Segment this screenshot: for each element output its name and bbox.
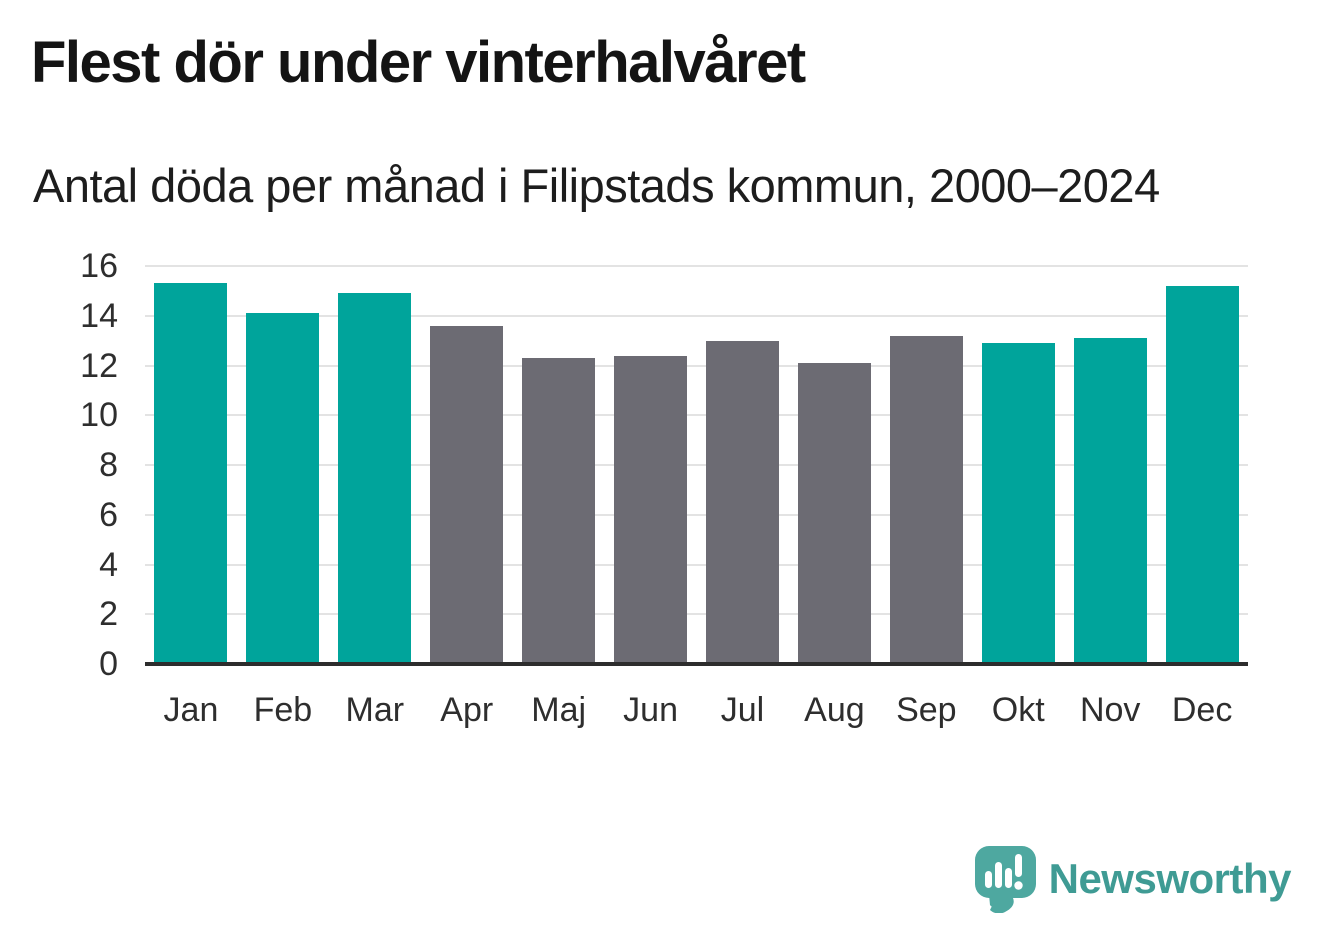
y-tick-label-10: 10 xyxy=(80,396,118,435)
x-tick-label-maj: Maj xyxy=(531,691,587,729)
brand-wordmark: Newsworthy xyxy=(1048,855,1292,902)
y-tick-label-2: 2 xyxy=(99,595,118,634)
bar-jan xyxy=(154,283,228,664)
bars-row xyxy=(145,266,1248,664)
x-tick-label-jul: Jul xyxy=(720,691,765,729)
y-tick-label-0: 0 xyxy=(99,645,118,683)
x-tick-label-sep: Sep xyxy=(896,691,957,729)
y-tick-label-6: 6 xyxy=(99,495,118,534)
bar-okt xyxy=(981,343,1055,664)
bar-slot-okt xyxy=(972,266,1064,664)
y-tick-label-4: 4 xyxy=(99,545,118,584)
bar-slot-maj xyxy=(513,266,605,664)
bar-slot-feb xyxy=(237,266,329,664)
bar-slot-dec xyxy=(1156,266,1248,664)
x-tick-label-dec: Dec xyxy=(1171,691,1233,729)
y-tick-label-12: 12 xyxy=(80,346,118,385)
newsworthy-speech-bubble-icon xyxy=(974,846,1036,913)
bar-apr xyxy=(430,325,504,664)
bar-slot-jul xyxy=(697,266,789,664)
x-tick-label-apr: Apr xyxy=(440,691,494,729)
bar-chart-plot-area xyxy=(145,265,1248,666)
gridline-y-10 xyxy=(145,414,1248,417)
bar-jun xyxy=(614,355,688,664)
x-tick-label-jan: Jan xyxy=(163,691,219,729)
bar-feb xyxy=(246,313,320,664)
gridline-y-6 xyxy=(145,513,1248,516)
y-tick-label-16: 16 xyxy=(80,247,118,285)
y-tick-label-8: 8 xyxy=(99,446,118,484)
bar-slot-sep xyxy=(880,266,972,664)
bar-mar xyxy=(338,293,412,664)
bar-sep xyxy=(889,335,963,664)
bar-slot-aug xyxy=(788,266,880,664)
gridline-y-2 xyxy=(145,613,1248,616)
bar-nov xyxy=(1073,338,1147,664)
x-tick-label-aug: Aug xyxy=(804,691,865,729)
x-tick-label-jun: Jun xyxy=(623,691,678,729)
bar-jul xyxy=(705,340,779,664)
bar-maj xyxy=(522,358,596,664)
newsworthy-logo: Newsworthy xyxy=(974,845,1292,913)
bar-slot-jan xyxy=(145,266,237,664)
x-axis-baseline xyxy=(145,662,1248,666)
x-tick-label-okt: Okt xyxy=(991,691,1045,729)
bar-slot-jun xyxy=(605,266,697,664)
gridline-y-14 xyxy=(145,314,1248,317)
gridline-y-16 xyxy=(145,265,1248,267)
gridline-y-8 xyxy=(145,464,1248,466)
bar-aug xyxy=(797,363,871,664)
chart-subtitle: Antal döda per månad i Filipstads kommun… xyxy=(33,159,1160,212)
y-tick-label-14: 14 xyxy=(80,296,118,335)
x-tick-label-feb: Feb xyxy=(253,691,313,729)
bar-slot-mar xyxy=(329,266,421,664)
bar-dec xyxy=(1165,285,1239,664)
x-axis-labels: Jan Feb Mar Apr Maj Jun Jul Aug Sep Okt Nov Dec xyxy=(145,688,1248,732)
chart-title: Flest dör under vinterhalvåret xyxy=(31,30,806,95)
bar-slot-nov xyxy=(1064,266,1156,664)
x-tick-label-nov: Nov xyxy=(1079,691,1141,729)
gridline-y-4 xyxy=(145,563,1248,566)
gridline-y-12 xyxy=(145,364,1248,367)
x-tick-label-mar: Mar xyxy=(345,691,405,729)
bar-slot-apr xyxy=(421,266,513,664)
